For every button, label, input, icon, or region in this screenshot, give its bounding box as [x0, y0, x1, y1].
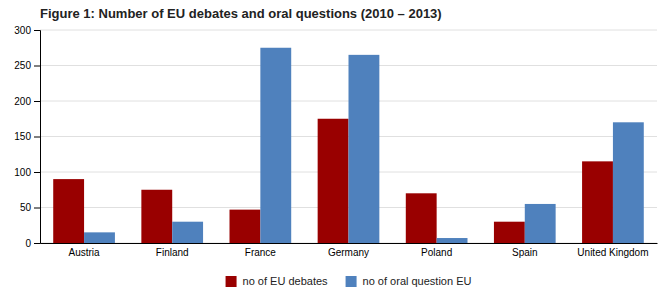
tick-mark: [34, 137, 40, 138]
legend: no of EU debates no of oral question EU: [226, 275, 472, 287]
tick: 300: [14, 25, 40, 36]
bars: [53, 48, 644, 243]
bar: [260, 48, 291, 243]
tick-label: 50: [20, 202, 32, 213]
bar: [172, 222, 203, 243]
tick-label: United Kingdom: [577, 247, 648, 258]
legend-item: no of EU debates: [226, 275, 329, 287]
tick: Spain: [512, 247, 538, 258]
tick: Germany: [328, 247, 369, 258]
bar: [494, 222, 525, 243]
tick-label: France: [245, 247, 277, 258]
plot: 0 50 100 150 200 250 300 Austria Finland France Ge…: [14, 25, 657, 258]
axis-domain: [34, 31, 41, 244]
bar: [349, 55, 380, 243]
bar: [318, 119, 349, 243]
tick-mark: [34, 243, 40, 244]
bar: [141, 190, 172, 243]
tick-label: 250: [14, 60, 31, 71]
tick-label: 100: [14, 167, 31, 178]
axis-domain: [41, 243, 658, 244]
tick: 200: [14, 96, 40, 107]
bar-series: [53, 119, 613, 243]
legend-swatch: [346, 276, 357, 287]
bar: [437, 238, 468, 243]
chart: Figure 1: Number of EU debates and oral …: [0, 0, 672, 295]
bar-series: [84, 48, 644, 243]
tick: 150: [14, 131, 40, 142]
tick: United Kingdom: [577, 247, 648, 258]
tick-label: Finland: [156, 247, 189, 258]
bar: [230, 210, 261, 243]
tick: 50: [20, 202, 40, 213]
tick-label: Germany: [328, 247, 369, 258]
bar: [525, 204, 556, 243]
tick-mark: [34, 66, 40, 67]
tick-mark: [34, 101, 40, 102]
tick-mark: [34, 208, 40, 209]
legend-label: no of EU debates: [243, 275, 329, 287]
tick: 0: [25, 238, 40, 249]
tick: Poland: [421, 247, 452, 258]
legend-swatch: [226, 276, 237, 287]
legend-item: no of oral question EU: [346, 275, 472, 287]
tick: 100: [14, 167, 40, 178]
tick-mark: [34, 30, 40, 31]
bar: [84, 232, 115, 243]
x-axis: Austria Finland France Germany Poland Spain Un…: [41, 244, 658, 259]
tick-label: 200: [14, 96, 31, 107]
title: Figure 1: Number of EU debates and oral …: [40, 6, 442, 21]
tick-label: 150: [14, 131, 31, 142]
tick-label: 300: [14, 25, 31, 36]
bar: [582, 161, 613, 243]
tick-label: 0: [25, 238, 31, 249]
tick: France: [245, 247, 277, 258]
tick-label: Poland: [421, 247, 452, 258]
bar: [406, 193, 437, 243]
grid: [40, 30, 657, 243]
legend-label: no of oral question EU: [363, 275, 472, 287]
tick: Austria: [69, 247, 101, 258]
tick-label: Austria: [69, 247, 101, 258]
tick: 250: [14, 60, 40, 71]
tick-label: Spain: [512, 247, 538, 258]
bar: [53, 179, 84, 243]
tick: Finland: [156, 247, 189, 258]
grid-line: [40, 30, 657, 31]
y-axis: 0 50 100 150 200 250 300: [14, 25, 40, 249]
tick-mark: [34, 172, 40, 173]
bar: [613, 122, 644, 243]
